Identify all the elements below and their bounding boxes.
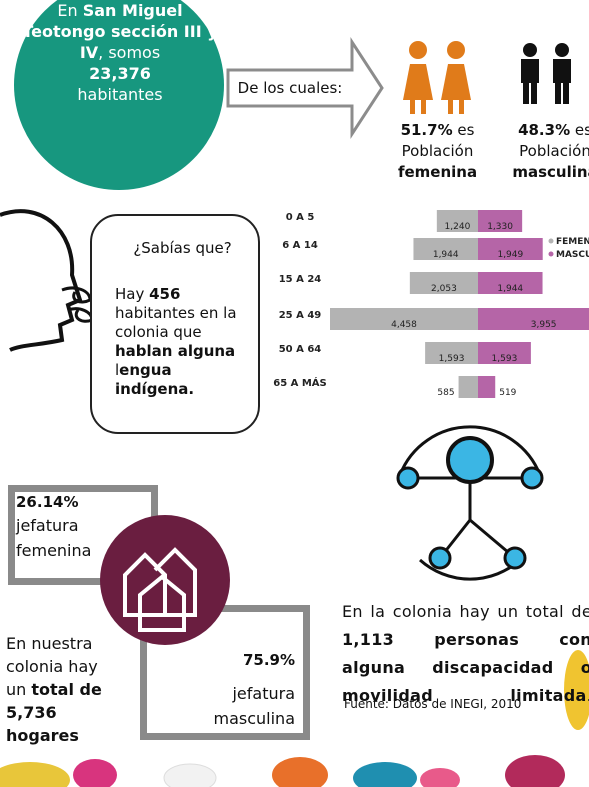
bar-value-label: 519 bbox=[499, 388, 516, 398]
age-label: 0 A 5 bbox=[286, 212, 315, 223]
bar-value-label: 585 bbox=[437, 388, 454, 398]
houses-icon bbox=[123, 547, 197, 632]
age-label: 15 A 24 bbox=[279, 274, 322, 285]
pyramid-bar bbox=[413, 238, 478, 260]
bar-value-label: 1,593 bbox=[492, 354, 518, 364]
legend-swatch bbox=[548, 251, 554, 257]
pyramid-bar bbox=[478, 272, 543, 294]
pyramid-bar bbox=[436, 210, 478, 232]
pyramid-bar bbox=[330, 308, 478, 330]
source: Fuente: Datos de INEGI, 2010 bbox=[344, 697, 522, 711]
pyramid-bar bbox=[458, 376, 478, 398]
female-icon bbox=[403, 41, 471, 114]
flowers-decoration bbox=[0, 650, 589, 787]
jefatura-fem: 26.14% jefatura femenina bbox=[16, 492, 106, 563]
male-stat: 48.3% es Población masculina bbox=[512, 121, 589, 181]
teal-circle bbox=[14, 0, 224, 190]
bubble-text: Hay 456 habitantes en la colonia que hab… bbox=[115, 285, 237, 398]
intro-text: En San Miguel Teotongo sección III y IV,… bbox=[22, 1, 218, 104]
bar-value-label: 3,955 bbox=[531, 320, 557, 330]
arrow bbox=[226, 36, 384, 140]
bar-value-label: 1,944 bbox=[433, 250, 459, 260]
bar-value-label: 2,053 bbox=[431, 284, 457, 294]
age-label: 50 A 64 bbox=[279, 344, 322, 355]
frame-right bbox=[140, 605, 310, 740]
discapacidad-text: En la colonia hay un total de 1,113 pers… bbox=[342, 602, 589, 705]
hogares-text: En nuestra colonia hay un total de 5,736… bbox=[6, 634, 102, 745]
bubble-question: ¿Sabías que? bbox=[133, 239, 232, 257]
pyramid-bar bbox=[425, 342, 478, 364]
age-label: 25 A 49 bbox=[279, 310, 322, 321]
bar-value-label: 1,240 bbox=[445, 222, 471, 232]
pyramid-bar bbox=[409, 272, 478, 294]
legend-label: FEMENINO bbox=[556, 237, 589, 247]
male-icon bbox=[521, 43, 571, 104]
accessibility-icon bbox=[396, 425, 544, 581]
pyramid-bar bbox=[478, 210, 523, 232]
bar-value-label: 4,458 bbox=[391, 320, 417, 330]
pyramid-bar bbox=[478, 308, 589, 330]
bar-value-label: 1,593 bbox=[439, 354, 465, 364]
bar-value-label: 1,330 bbox=[487, 222, 513, 232]
speech-bubble bbox=[90, 214, 260, 434]
bar-value-label: 1,949 bbox=[497, 250, 523, 260]
bar-value-label: 1,944 bbox=[497, 284, 523, 294]
pyramid-bar bbox=[478, 376, 496, 398]
arrow-label: De los cuales: bbox=[238, 79, 343, 97]
legend-swatch bbox=[548, 238, 554, 244]
female-stat: 51.7% es Población femenina bbox=[397, 121, 478, 181]
jefatura-masc: 75.9% jefatura masculina bbox=[213, 651, 296, 728]
age-label: 65 A MÁS bbox=[273, 376, 327, 389]
pyramid-bar bbox=[478, 238, 543, 260]
legend-label: MASCULINO bbox=[556, 250, 589, 260]
pyramid-bar bbox=[478, 342, 531, 364]
age-label: 6 A 14 bbox=[282, 240, 318, 251]
